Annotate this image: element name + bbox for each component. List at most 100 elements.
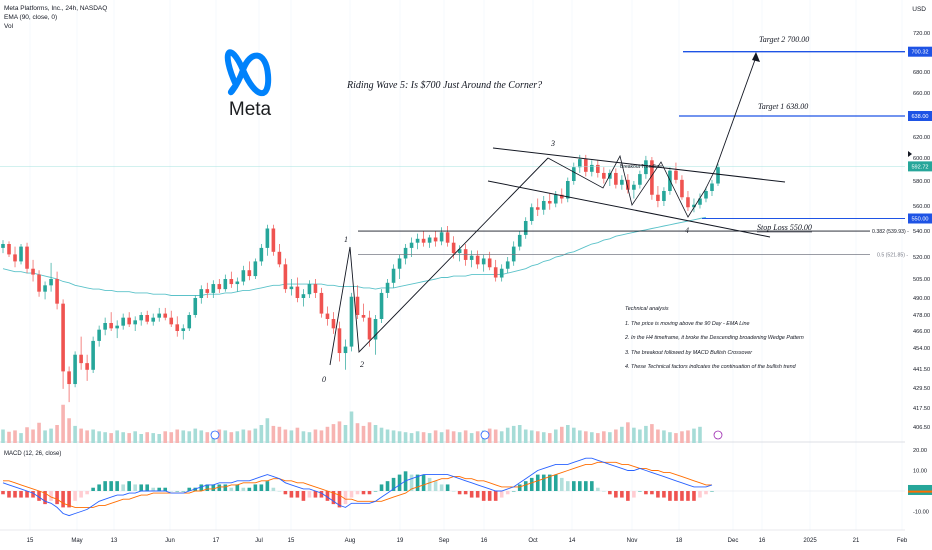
candle-body bbox=[247, 270, 252, 277]
volume-bar bbox=[523, 429, 528, 443]
volume-bar bbox=[590, 432, 594, 443]
candlesticks bbox=[1, 154, 720, 403]
candle-body bbox=[596, 164, 600, 173]
candle-body bbox=[1, 244, 5, 248]
volume-bar bbox=[331, 424, 336, 443]
meta-infinity-icon bbox=[224, 49, 272, 97]
candle-body bbox=[151, 317, 156, 322]
macd-histogram-bar bbox=[433, 481, 438, 491]
price-tick-label: 540.00 bbox=[913, 229, 930, 235]
volume-bar bbox=[79, 428, 83, 443]
candle-body bbox=[505, 261, 510, 269]
volume-bar bbox=[325, 426, 330, 443]
macd-histogram-bar bbox=[25, 491, 29, 498]
time-tick-label: Jul bbox=[255, 538, 263, 544]
macd-histogram-bar bbox=[710, 491, 714, 492]
macd-histogram-bar bbox=[241, 487, 246, 491]
macd-histogram-bar bbox=[115, 481, 119, 491]
volume-bar bbox=[355, 423, 360, 443]
time-tick-label: 19 bbox=[397, 538, 404, 544]
volume-bar bbox=[271, 425, 276, 443]
ema-legend: EMA (90, close, 0) bbox=[4, 14, 58, 21]
price-tick-label: 454.00 bbox=[913, 346, 930, 352]
candle-body bbox=[121, 317, 125, 326]
macd-histogram-bar bbox=[584, 481, 588, 491]
candle-body bbox=[49, 279, 53, 286]
volume-bar bbox=[49, 428, 53, 443]
candle-body bbox=[85, 363, 89, 370]
macd-histogram-bar bbox=[379, 484, 384, 491]
macd-histogram-bar bbox=[367, 491, 372, 495]
candle-body bbox=[355, 296, 360, 315]
macd-histogram-bar bbox=[211, 484, 216, 491]
candle-body bbox=[391, 268, 396, 283]
volume-bar bbox=[433, 430, 438, 443]
volume-bar bbox=[187, 431, 192, 443]
candle-body bbox=[487, 258, 492, 268]
macd-histogram-bar bbox=[409, 474, 414, 491]
price-tick-label: 720.00 bbox=[913, 31, 930, 37]
volume-bar bbox=[157, 434, 162, 443]
price-tag-target2: 700.32 bbox=[911, 50, 928, 56]
volume-bar bbox=[415, 431, 420, 443]
volume-bar bbox=[73, 425, 77, 443]
note-item: 2. In the H4 timeframe, it broke the Des… bbox=[625, 335, 804, 341]
candle-body bbox=[571, 167, 576, 181]
macd-histogram-bar bbox=[175, 491, 180, 492]
volume-bar bbox=[535, 431, 540, 443]
signal-value-marker bbox=[908, 490, 932, 493]
candle-body bbox=[541, 201, 546, 210]
macd-histogram-bar bbox=[247, 487, 252, 491]
currency-label[interactable]: USD bbox=[912, 6, 926, 13]
volume-bar bbox=[175, 429, 180, 443]
volume-bar bbox=[313, 429, 318, 443]
volume-bar bbox=[253, 428, 258, 443]
volume-bar bbox=[427, 433, 432, 443]
price-tag-target1-bg bbox=[908, 111, 932, 121]
arrow-head-icon bbox=[752, 52, 760, 62]
macd-histogram-bar bbox=[145, 484, 150, 491]
price-tick-label: 441.50 bbox=[913, 367, 930, 373]
volume-bar bbox=[475, 431, 480, 443]
volume-bar bbox=[553, 429, 558, 443]
wave-label-3: 3 bbox=[550, 139, 555, 148]
macd-histogram-bar bbox=[325, 491, 330, 501]
candle-body bbox=[445, 232, 450, 243]
candle-body bbox=[271, 228, 276, 252]
macd-histogram-bar bbox=[608, 491, 612, 495]
time-tick-label: 16 bbox=[481, 538, 488, 544]
macd-tick-label: -10.00 bbox=[913, 510, 929, 516]
candle-body bbox=[277, 251, 282, 265]
wave-label-4: 4 bbox=[685, 226, 689, 235]
ema-90-line bbox=[2, 216, 707, 296]
candle-body bbox=[361, 315, 366, 318]
candle-body bbox=[584, 159, 588, 172]
macd-histogram-bar bbox=[692, 491, 696, 501]
candle-body bbox=[193, 298, 198, 315]
price-tick-label: 417.50 bbox=[913, 406, 930, 412]
candle-body bbox=[481, 258, 486, 265]
time-tick-label: 21 bbox=[853, 538, 860, 544]
macd-histogram-bar bbox=[55, 491, 59, 505]
price-tick-label: 478.00 bbox=[913, 313, 930, 319]
volume-bar bbox=[397, 431, 402, 443]
target1-label: Target 1 638.00 bbox=[758, 102, 808, 111]
level-lines: 0.382 (539.93) - 0.5 (521.85) - bbox=[0, 51, 909, 259]
macd-histogram-bar bbox=[67, 491, 71, 508]
candle-body bbox=[565, 181, 570, 199]
macd-histogram-bar bbox=[163, 487, 168, 491]
volume-bar bbox=[674, 433, 678, 443]
macd-histogram-bar bbox=[169, 491, 174, 492]
candle-body bbox=[7, 244, 11, 255]
macd-histogram-bar bbox=[644, 491, 648, 495]
candle-body bbox=[632, 184, 636, 190]
macd-histogram-bar bbox=[13, 491, 17, 498]
candle-body bbox=[223, 279, 228, 290]
candle-body bbox=[259, 247, 264, 262]
candle-body bbox=[181, 328, 186, 331]
candle-body bbox=[115, 325, 119, 329]
candle-body bbox=[710, 183, 714, 191]
time-tick-label: 14 bbox=[569, 538, 576, 544]
volume-bar bbox=[295, 427, 300, 443]
